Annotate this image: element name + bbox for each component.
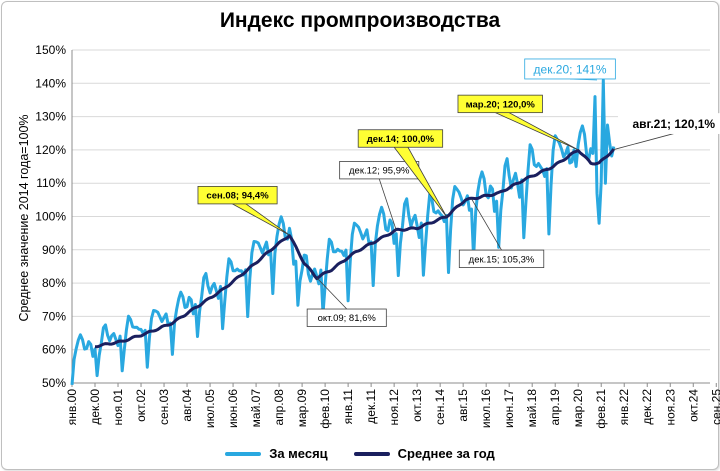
x-tick-label: апр.19 xyxy=(548,389,562,426)
x-tick-label: май.07 xyxy=(249,389,263,428)
annotation-label: авг.21; 120,1% xyxy=(632,117,715,131)
y-tick-label: 120% xyxy=(35,143,66,157)
annotation-callout: авг.21; 120,1% xyxy=(613,113,720,150)
x-tick-label: июл.16 xyxy=(479,389,493,428)
series-layer xyxy=(70,78,616,386)
y-tick-label: 140% xyxy=(35,76,66,90)
axis-layer: 50% 60% 70% 80% 90% 100% 110% 120% 130% 140% 150% я… xyxy=(35,43,720,429)
x-tick-label: ноя.23 xyxy=(663,389,677,426)
y-tick-label: 150% xyxy=(35,43,66,57)
legend-label-monthly: За месяц xyxy=(269,446,328,461)
annotation-label: окт.09; 81,6% xyxy=(318,313,377,324)
y-tick-label: 100% xyxy=(35,210,66,224)
annotation-leader xyxy=(316,277,348,310)
legend-item-average: Среднее за год xyxy=(353,446,495,461)
x-tick-label: июл.05 xyxy=(203,389,217,428)
x-tick-label: окт.02 xyxy=(134,389,148,422)
annotation-leader xyxy=(613,133,674,150)
chart-title: Индекс промпроизводства xyxy=(219,9,501,32)
annotation-box xyxy=(458,249,545,269)
x-tick-label: май.18 xyxy=(525,389,539,428)
annotation-box xyxy=(197,185,278,205)
x-tick-label: авг.04 xyxy=(180,389,194,422)
annotation-box xyxy=(306,308,387,327)
grid-layer xyxy=(72,49,710,384)
legend-label-average: Среднее за год xyxy=(397,446,495,461)
x-tick-label: авг.15 xyxy=(456,389,470,422)
legend-item-monthly: За месяц xyxy=(225,446,328,461)
x-tick-label: июн.17 xyxy=(502,389,516,428)
annotation-label: дек.12; 95,9% xyxy=(349,166,410,177)
annotation-callout: дек.14; 100,0% xyxy=(357,129,447,217)
legend: За месяц Среднее за год xyxy=(0,446,720,461)
y-tick-label: 60% xyxy=(42,343,66,357)
annotation-label: сен.08; 94,4% xyxy=(206,191,269,202)
x-tick-label: окт.24 xyxy=(686,389,700,422)
y-tick-label: 110% xyxy=(36,176,66,190)
annotation-callout: мар.20; 120,0% xyxy=(457,94,579,151)
x-tick-label: окт.13 xyxy=(410,389,424,422)
annotation-layer: сен.08; 94,4% окт.09; 81,6% дек.12; 95,9% д… xyxy=(197,58,720,327)
y-tick-label: 70% xyxy=(42,309,66,323)
x-tick-label: июн.06 xyxy=(226,389,240,428)
y-tick-label: 90% xyxy=(42,243,66,257)
annotation-callout: сен.08; 94,4% xyxy=(197,185,290,236)
annotation-box xyxy=(357,129,444,148)
x-tick-label: фев.21 xyxy=(594,389,608,429)
annotation-callout: дек.15; 105,3% xyxy=(458,198,545,269)
annotation-leader xyxy=(471,198,502,251)
legend-swatch-average xyxy=(353,451,390,456)
annotation-pointer xyxy=(493,111,579,151)
series-line-average xyxy=(95,148,615,349)
x-tick-label: сен.03 xyxy=(157,389,171,425)
annotation-callout: дек.20; 141% xyxy=(524,58,616,81)
annotation-label: дек.14; 100,0% xyxy=(367,134,435,145)
annotation-pointer xyxy=(392,145,447,217)
x-tick-label: янв.00 xyxy=(65,389,79,426)
y-tick-label: 130% xyxy=(35,110,66,124)
x-tick-label: дек.11 xyxy=(364,389,378,424)
x-tick-label: мар.20 xyxy=(571,389,585,428)
x-tick-label: фев.10 xyxy=(318,389,332,429)
x-tick-label: дек.22 xyxy=(640,389,654,425)
x-tick-label: апр.08 xyxy=(272,389,286,426)
x-tick-label: сен.25 xyxy=(709,389,720,425)
annotation-box xyxy=(524,58,616,80)
x-tick-label: ноя.12 xyxy=(387,389,401,426)
annotation-label: мар.20; 120,0% xyxy=(466,99,536,110)
x-tick-label: сен.14 xyxy=(433,389,447,425)
annotation-callout: окт.09; 81,6% xyxy=(306,277,387,327)
annotation-label: дек.15; 105,3% xyxy=(469,254,535,265)
annotation-box xyxy=(617,113,720,134)
y-tick-label: 80% xyxy=(42,276,66,290)
x-tick-label: мар.09 xyxy=(295,389,309,428)
y-tick-label: 50% xyxy=(42,376,66,390)
x-tick-label: янв.22 xyxy=(617,389,631,426)
annotation-leader xyxy=(378,178,397,231)
x-tick-label: янв.11 xyxy=(341,389,355,425)
annotation-label: дек.20; 141% xyxy=(534,62,607,76)
series-line-monthly xyxy=(70,78,616,386)
x-tick-label: дек.00 xyxy=(88,389,102,425)
legend-swatch-monthly xyxy=(225,451,262,456)
annotation-box xyxy=(457,94,543,114)
x-tick-label: ноя.01 xyxy=(111,389,125,426)
